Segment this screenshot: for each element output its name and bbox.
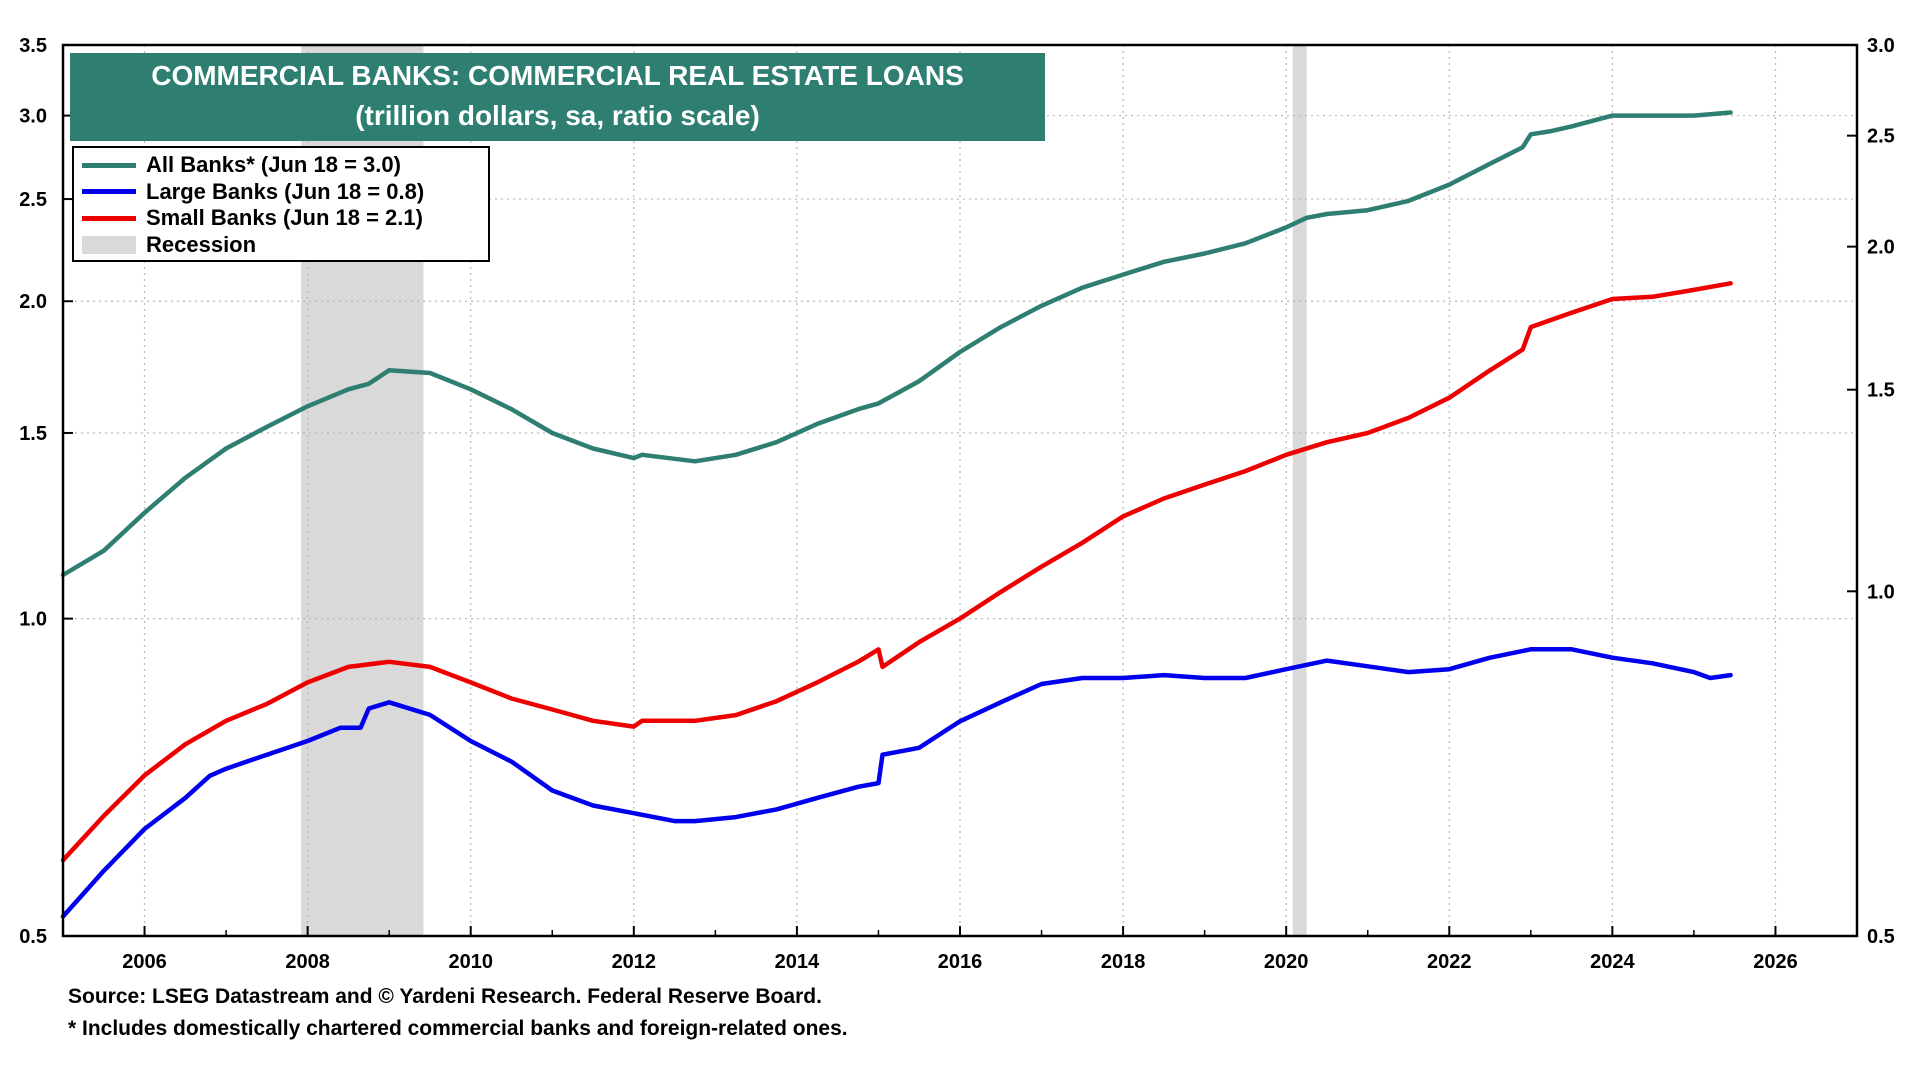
x-tick-label-2018: 2018 [1101, 951, 1146, 973]
plot-area-frame [61, 43, 1859, 938]
y-left-tick-label-1.0: 1.0 [19, 609, 47, 631]
y-right-tick-label-2.5: 2.5 [1867, 126, 1895, 148]
y-left-tick-label-2.5: 2.5 [19, 189, 47, 211]
y-left-tick-label-2.0: 2.0 [19, 291, 47, 313]
series-line-all-banks [60, 110, 1733, 578]
legend-label-small-banks: Small Banks (Jun 18 = 2.1) [146, 205, 423, 231]
x-tick-label-2010: 2010 [448, 951, 493, 973]
x-tick-label-2026: 2026 [1753, 951, 1798, 973]
legend-item-large-banks: Large Banks (Jun 18 = 0.8) [82, 179, 488, 206]
legend-item-all-banks: All Banks* (Jun 18 = 3.0) [82, 152, 488, 179]
x-tick-label-2022: 2022 [1427, 951, 1472, 973]
legend-label-large-banks: Large Banks (Jun 18 = 0.8) [146, 178, 425, 204]
chart-subtitle: (trillion dollars, sa, ratio scale) [355, 100, 760, 131]
x-tick-label-2020: 2020 [1264, 951, 1309, 973]
x-tick-label-2024: 2024 [1590, 951, 1635, 973]
y-right-tick-label-0.5: 0.5 [1867, 926, 1895, 948]
recession-band-1 [1292, 45, 1307, 936]
legend-swatch-recession [82, 235, 136, 254]
x-tick-label-2012: 2012 [612, 951, 657, 973]
legend-swatch-all-banks [82, 162, 136, 168]
footnote: * Includes domestically chartered commer… [68, 1017, 848, 1040]
y-right-tick-label-3.0: 3.0 [1867, 35, 1895, 57]
chart-title: COMMERCIAL BANKS: COMMERCIAL REAL ESTATE… [151, 60, 964, 91]
series-line-small-banks [60, 281, 1733, 863]
y-right-tick-label-1.0: 1.0 [1867, 581, 1895, 603]
x-tick-label-2016: 2016 [938, 951, 983, 973]
chart-title-box: COMMERCIAL BANKS: COMMERCIAL REAL ESTATE… [70, 53, 1045, 141]
y-left-tick-label-1.5: 1.5 [19, 423, 47, 445]
legend-label-recession: Recession [146, 231, 257, 257]
x-tick-label-2008: 2008 [285, 951, 330, 973]
y-right-tick-label-2.0: 2.0 [1867, 237, 1895, 259]
legend-swatch-small-banks [82, 215, 136, 221]
legend-item-recession: Recession [82, 232, 488, 259]
y-right-tick-label-1.5: 1.5 [1867, 380, 1895, 402]
legend: All Banks* (Jun 18 = 3.0) Large Banks (J… [72, 146, 490, 262]
y-left-tick-label-3.5: 3.5 [19, 35, 47, 57]
x-tick-label-2014: 2014 [775, 951, 820, 973]
y-left-tick-label-3.0: 3.0 [19, 106, 47, 128]
legend-label-all-banks: All Banks* (Jun 18 = 3.0) [146, 152, 401, 178]
y-left-tick-label-0.5: 0.5 [19, 926, 47, 948]
series-line-large-banks [60, 647, 1733, 919]
legend-swatch-large-banks [82, 189, 136, 195]
source-note: Source: LSEG Datastream and © Yardeni Re… [68, 985, 822, 1008]
legend-item-small-banks: Small Banks (Jun 18 = 2.1) [82, 205, 488, 232]
x-tick-label-2006: 2006 [122, 951, 167, 973]
